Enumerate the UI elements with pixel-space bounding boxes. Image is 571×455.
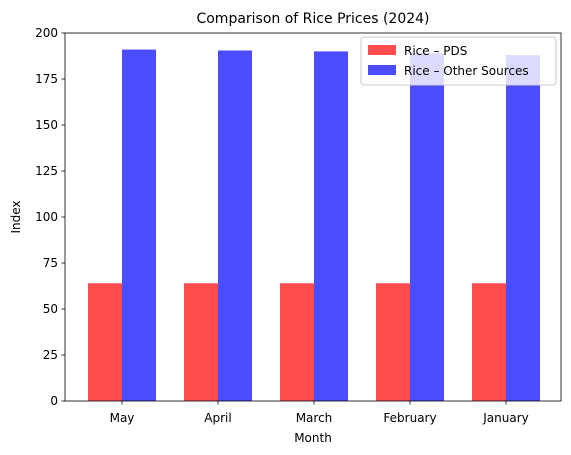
axes-group: 0 25 50 75 100 125 150 175 200 May April March Febru…: [35, 26, 562, 425]
y-axis-label: Index: [9, 200, 23, 233]
y-tick-label: 125: [35, 164, 58, 178]
legend-label-pds: Rice – PDS: [404, 44, 467, 58]
bar-pds-january: [472, 283, 506, 401]
chart-title: Comparison of Rice Prices (2024): [196, 11, 429, 27]
bar-pds-may: [88, 283, 122, 401]
bars-group: [88, 49, 540, 402]
y-tick-label: 175: [35, 72, 58, 86]
y-tick-label: 0: [50, 394, 58, 408]
legend-swatch-other-sources: [368, 65, 396, 75]
bar-pds-april: [184, 283, 218, 401]
bar-other-sources-may: [122, 49, 156, 402]
x-tick-label-march: March: [296, 411, 333, 425]
y-tick-label: 100: [35, 210, 58, 224]
bar-other-sources-february: [410, 53, 444, 402]
legend: Rice – PDS Rice – Other Sources: [360, 36, 557, 86]
x-axis-label: Month: [294, 431, 332, 445]
x-tick-label-may: May: [110, 411, 135, 425]
bar-pds-march: [280, 283, 314, 401]
bar-other-sources-april: [218, 50, 252, 401]
legend-swatch-pds: [368, 45, 396, 55]
y-tick-label: 25: [43, 348, 58, 362]
x-tick-label-april: April: [204, 411, 231, 425]
y-tick-label: 75: [43, 256, 58, 270]
legend-box: [360, 36, 557, 86]
legend-label-other-sources: Rice – Other Sources: [404, 64, 529, 78]
bar-other-sources-march: [314, 51, 348, 402]
y-tick-label: 150: [35, 118, 58, 132]
x-tick-label-february: February: [383, 411, 436, 425]
y-tick-label: 200: [35, 26, 58, 40]
y-tick-label: 50: [43, 302, 58, 316]
bar-pds-february: [376, 283, 410, 401]
x-tick-label-january: January: [482, 411, 529, 425]
bar-other-sources-january: [506, 55, 540, 401]
